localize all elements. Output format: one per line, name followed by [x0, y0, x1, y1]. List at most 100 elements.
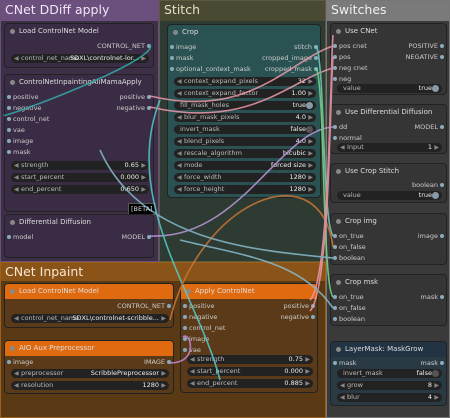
- input-boolean[interactable]: boolean: [333, 315, 365, 323]
- widget-start-percent[interactable]: ◀ start_percent 0.000 ▶: [187, 367, 313, 376]
- widget-blend-pixels[interactable]: ◀ blend_pixels 4.0 ▶: [174, 137, 316, 146]
- input-control-net[interactable]: control_net: [7, 115, 49, 123]
- widget-preprocessor[interactable]: ◀ preprocessor ScribblePreprocessor ▶: [11, 369, 169, 378]
- node-crop-msk[interactable]: Crop msk on_true on_false boolean mask: [330, 274, 447, 326]
- input-image[interactable]: image: [7, 137, 33, 145]
- collapse-dot-icon[interactable]: [336, 347, 341, 352]
- node-header[interactable]: Crop img: [331, 214, 446, 229]
- node-header[interactable]: ControlNetInpaintingAliMamaApply: [5, 75, 153, 90]
- input-image[interactable]: image: [7, 358, 33, 366]
- widget-control-net-name[interactable]: ◀ control_net_name SDXL\controlnet-scribbl…: [11, 314, 169, 323]
- input-mask[interactable]: mask: [7, 148, 30, 156]
- input-pos[interactable]: pos: [333, 53, 351, 61]
- widget-control-net-name[interactable]: ◀ control_net_name SDXL\controlnet-lor... ▶: [11, 54, 149, 63]
- collapse-dot-icon[interactable]: [186, 289, 191, 294]
- input-on-false[interactable]: on_false: [333, 243, 366, 251]
- input-vae[interactable]: vae: [183, 346, 201, 354]
- collapse-dot-icon[interactable]: [336, 169, 341, 174]
- node-differential-diffusion[interactable]: Differential Diffusion model MODEL: [4, 214, 154, 258]
- widget-blur[interactable]: ◀ blur 4 ▶: [337, 393, 442, 402]
- node-crop[interactable]: Crop image mask optional_context_mask st…: [167, 24, 321, 198]
- node-use-crop-stitch[interactable]: Use Crop Stitch boolean value true: [330, 163, 447, 203]
- input-image[interactable]: image: [170, 43, 196, 51]
- input-neg[interactable]: neg: [333, 75, 351, 83]
- node-header[interactable]: Apply ControlNet: [181, 284, 317, 299]
- input-on-true[interactable]: on_true: [333, 232, 364, 240]
- widget-strength[interactable]: ◀ strength 0.65 ▶: [11, 161, 149, 170]
- output-cropped-mask[interactable]: cropped_mask: [265, 65, 319, 73]
- output-negative[interactable]: negative: [281, 313, 316, 321]
- output-control-net[interactable]: CONTROL_NET: [117, 302, 171, 310]
- widget-mode[interactable]: ◀ mode forced size ▶: [174, 161, 316, 170]
- node-header[interactable]: Load ControlNet Model: [5, 24, 153, 39]
- collapse-dot-icon[interactable]: [10, 346, 15, 351]
- node-header[interactable]: Differential Diffusion: [5, 215, 153, 230]
- node-crop-img[interactable]: Crop img on_true on_false boolean image: [330, 213, 447, 265]
- widget-end-percent[interactable]: ◀ end_percent 0.885 ▶: [187, 379, 313, 388]
- output-stitch[interactable]: stitch: [294, 43, 318, 51]
- widget-force-height[interactable]: ◀ force_height 1280 ▶: [174, 185, 316, 194]
- widget-value-toggle[interactable]: value true: [337, 84, 442, 93]
- input-negative[interactable]: negative: [183, 313, 217, 321]
- widget-strength[interactable]: ◀ strength 0.75 ▶: [187, 355, 313, 364]
- widget-fill-mask-holes[interactable]: fill_mask_holes true: [174, 101, 316, 110]
- node-header[interactable]: Use Differential Diffusion: [331, 105, 446, 120]
- node-aio-aux-preprocessor[interactable]: AIO Aux Preprocessor image IMAGE ◀ prepro…: [4, 340, 174, 394]
- output-image[interactable]: image: [418, 232, 445, 240]
- widget-value-toggle[interactable]: value true: [337, 191, 442, 200]
- widget-rescale-algorithm[interactable]: ◀ rescale_algorithm bicubic ▶: [174, 149, 316, 158]
- node-header[interactable]: Use Crop Stitch: [331, 164, 446, 179]
- node-load-controlnet-top[interactable]: Load ControlNet Model CONTROL_NET ◀ contr…: [4, 23, 154, 68]
- output-negative[interactable]: NEGATIVE: [406, 53, 445, 61]
- output-mask[interactable]: mask: [421, 293, 445, 301]
- widget-invert-mask[interactable]: invert_mask false: [337, 369, 442, 378]
- widget-grow[interactable]: ◀ grow 8 ▶: [337, 381, 442, 390]
- widget-context-expand-pixels[interactable]: ◀ context_expand_pixels 32 ▶: [174, 77, 316, 86]
- collapse-dot-icon[interactable]: [173, 30, 178, 35]
- node-header[interactable]: Load ControlNet Model: [5, 284, 173, 299]
- widget-blur-mask-pixels[interactable]: ◀ blur_mask_pixels 4.0 ▶: [174, 113, 316, 122]
- input-neg-cnet[interactable]: neg cnet: [333, 64, 368, 72]
- input-on-true[interactable]: on_true: [333, 293, 364, 301]
- collapse-dot-icon[interactable]: [10, 220, 15, 225]
- node-header[interactable]: Crop msk: [331, 275, 446, 290]
- collapse-dot-icon[interactable]: [10, 80, 15, 85]
- node-use-differential-diffusion[interactable]: Use Differential Diffusion dd normal MOD…: [330, 104, 447, 154]
- widget-invert-mask[interactable]: invert_mask false: [174, 125, 316, 134]
- output-negative[interactable]: negative: [117, 104, 152, 112]
- input-model[interactable]: model: [7, 233, 33, 241]
- collapse-dot-icon[interactable]: [336, 29, 341, 34]
- input-positive[interactable]: positive: [7, 93, 39, 101]
- node-controlnet-inpainting-alimama[interactable]: ControlNetInpaintingAliMamaApply positiv…: [4, 74, 154, 212]
- widget-end-percent[interactable]: ◀ end_percent 0.650 ▶: [11, 185, 149, 194]
- output-positive[interactable]: positive: [120, 93, 152, 101]
- input-boolean[interactable]: boolean: [333, 254, 365, 262]
- collapse-dot-icon[interactable]: [336, 110, 341, 115]
- input-normal[interactable]: normal: [333, 134, 362, 142]
- input-image[interactable]: image: [183, 335, 209, 343]
- output-cropped-image[interactable]: cropped_image: [262, 54, 318, 62]
- output-boolean[interactable]: boolean: [412, 181, 444, 189]
- collapse-dot-icon[interactable]: [336, 219, 341, 224]
- node-header[interactable]: Use CNet: [331, 24, 446, 39]
- input-on-false[interactable]: on_false: [333, 304, 366, 312]
- input-control-net[interactable]: control_net: [183, 324, 225, 332]
- widget-input[interactable]: ◀ Input 1 ▶: [337, 143, 442, 152]
- output-mask[interactable]: mask: [421, 359, 445, 367]
- output-model[interactable]: MODEL: [415, 123, 445, 131]
- output-positive[interactable]: POSITIVE: [408, 42, 444, 50]
- node-use-cnet[interactable]: Use CNet pos cnet pos neg cnet neg POSIT…: [330, 23, 447, 95]
- input-mask[interactable]: mask: [170, 54, 193, 62]
- output-positive[interactable]: positive: [284, 302, 316, 310]
- input-mask[interactable]: mask: [333, 359, 356, 367]
- node-header[interactable]: Crop: [168, 25, 320, 40]
- output-control-net[interactable]: CONTROL_NET: [97, 42, 151, 50]
- collapse-dot-icon[interactable]: [336, 280, 341, 285]
- node-load-controlnet-bottom[interactable]: Load ControlNet Model CONTROL_NET ◀ contr…: [4, 283, 174, 328]
- output-image[interactable]: IMAGE: [144, 358, 172, 366]
- node-header[interactable]: LayerMask: MaskGrow: [331, 342, 446, 357]
- widget-resolution[interactable]: ◀ resolution 1280 ▶: [11, 381, 169, 390]
- input-negative[interactable]: negative: [7, 104, 41, 112]
- input-vae[interactable]: vae: [7, 126, 25, 134]
- widget-start-percent[interactable]: ◀ start_percent 0.000 ▶: [11, 173, 149, 182]
